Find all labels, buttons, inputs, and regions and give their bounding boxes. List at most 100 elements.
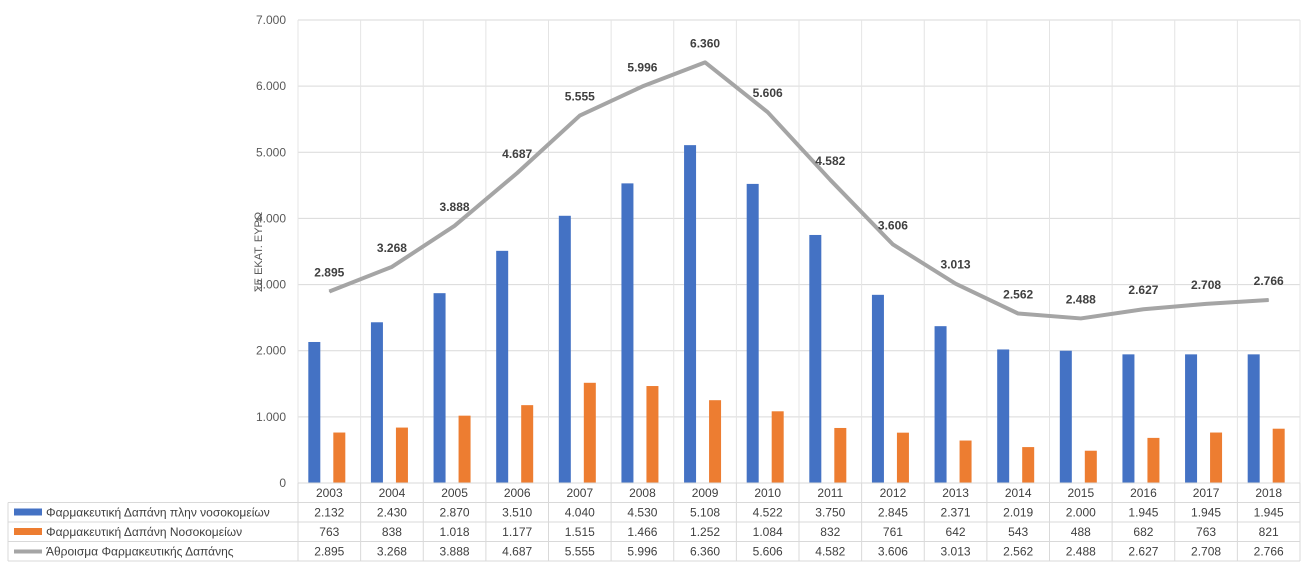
table-value: 2.132: [314, 506, 344, 520]
total-data-label: 2.766: [1254, 274, 1284, 288]
total-point: [767, 111, 769, 113]
x-tick-label: 2009: [692, 486, 719, 500]
bar-hospital: [959, 440, 972, 483]
table-value: 1.018: [440, 525, 470, 539]
table-value: 2.895: [314, 545, 344, 559]
total-point: [1080, 317, 1082, 319]
table-value: 3.606: [878, 545, 908, 559]
total-data-label: 3.013: [941, 258, 971, 272]
table-value: 1.945: [1254, 506, 1284, 520]
table-value: 1.515: [565, 525, 595, 539]
x-tick-label: 2011: [817, 486, 843, 500]
y-tick-label: 1.000: [256, 410, 286, 424]
legend-label: Φαρμακευτική Δαπάνη Νοσοκομείων: [46, 525, 242, 539]
table-value: 2.870: [440, 506, 470, 520]
table-value: 5.996: [627, 545, 657, 559]
table-value: 682: [1133, 525, 1153, 539]
table-value: 2.562: [1003, 545, 1033, 559]
table-value: 3.750: [815, 506, 845, 520]
table-value: 5.606: [753, 545, 783, 559]
total-data-label: 4.582: [815, 154, 845, 168]
table-value: 821: [1259, 525, 1279, 539]
x-tick-label: 2007: [566, 486, 593, 500]
total-point: [829, 179, 831, 181]
bar-hospital: [1272, 428, 1285, 483]
table-value: 2.708: [1191, 545, 1221, 559]
table-value: 1.945: [1128, 506, 1158, 520]
x-tick-label: 2015: [1067, 486, 1094, 500]
total-data-label: 5.606: [753, 86, 783, 100]
total-data-label: 2.562: [1003, 288, 1033, 302]
bar-hospital: [1147, 437, 1160, 483]
legend-label: Φαρμακευτική Δαπάνη πλην νοσοκομείων: [46, 506, 270, 520]
table-value: 5.555: [565, 545, 595, 559]
bar-hospital: [521, 405, 534, 483]
table-value: 4.522: [753, 506, 783, 520]
bar-non-hospital: [684, 145, 697, 484]
total-point: [1142, 308, 1144, 310]
x-tick-label: 2012: [880, 486, 907, 500]
bar-non-hospital: [1247, 354, 1260, 483]
table-value: 3.013: [941, 545, 971, 559]
total-point: [641, 85, 643, 87]
bar-non-hospital: [558, 215, 571, 484]
table-value: 4.530: [627, 506, 657, 520]
total-data-label: 3.268: [377, 241, 407, 255]
y-axis-title: ΣΕ ΕΚΑΤ. ΕΥΡΩ: [253, 212, 265, 292]
x-tick-label: 2014: [1005, 486, 1032, 500]
bar-hospital: [646, 386, 659, 483]
bar-hospital: [1210, 432, 1223, 483]
bar-hospital: [583, 382, 596, 483]
total-point: [1205, 303, 1207, 305]
y-tick-label: 2.000: [256, 344, 286, 358]
total-data-label: 5.996: [627, 60, 657, 74]
x-tick-label: 2016: [1130, 486, 1157, 500]
total-point: [704, 61, 706, 63]
legend-key: [14, 508, 42, 516]
table-value: 763: [319, 525, 339, 539]
table-value: 2.019: [1003, 506, 1033, 520]
total-line: [328, 60, 1269, 321]
total-point: [328, 291, 330, 293]
total-point: [454, 225, 456, 227]
table-value: 763: [1196, 525, 1216, 539]
bar-non-hospital: [1059, 350, 1072, 483]
table-value: 6.360: [690, 545, 720, 559]
x-tick-label: 2008: [629, 486, 656, 500]
table-value: 642: [946, 525, 966, 539]
bar-hospital: [395, 427, 408, 483]
table-value: 4.687: [502, 545, 532, 559]
data-table: 2003 2004 2005 2006 2007 2008 2009 2010 2011 2012…: [7, 482, 1301, 562]
table-value: 838: [382, 525, 402, 539]
legend-label: Άθροισμα Φαρμακευτικής Δαπάνης: [46, 545, 234, 559]
table-value: 1.945: [1191, 506, 1221, 520]
bar-non-hospital: [621, 183, 634, 483]
total-data-label: 4.687: [502, 147, 532, 161]
total-point: [1017, 313, 1019, 315]
total-data-label: 5.555: [565, 90, 595, 104]
total-point: [391, 266, 393, 268]
legend-key: [14, 528, 42, 535]
table-value: 1.084: [753, 525, 783, 539]
bar-hospital: [1084, 450, 1097, 483]
total-data-label: 2.627: [1128, 283, 1158, 297]
bars: [308, 145, 1285, 484]
table-value: 1.466: [627, 525, 657, 539]
total-point: [1268, 299, 1270, 301]
bar-hospital: [458, 415, 471, 483]
bar-hospital: [896, 432, 909, 483]
total-data-label: 3.888: [440, 200, 470, 214]
x-tick-label: 2003: [316, 486, 343, 500]
y-tick-label: 5.000: [256, 145, 286, 159]
bar-non-hospital: [809, 234, 822, 483]
bar-hospital: [333, 432, 346, 483]
bar-hospital: [834, 427, 847, 483]
table-value: 1.177: [502, 525, 532, 539]
bar-non-hospital: [1185, 354, 1198, 483]
table-value: 543: [1008, 525, 1028, 539]
total-data-label: 6.360: [690, 36, 720, 50]
table-value: 488: [1071, 525, 1091, 539]
x-tick-label: 2006: [504, 486, 531, 500]
x-tick-label: 2010: [754, 486, 781, 500]
table-value: 3.510: [502, 506, 532, 520]
